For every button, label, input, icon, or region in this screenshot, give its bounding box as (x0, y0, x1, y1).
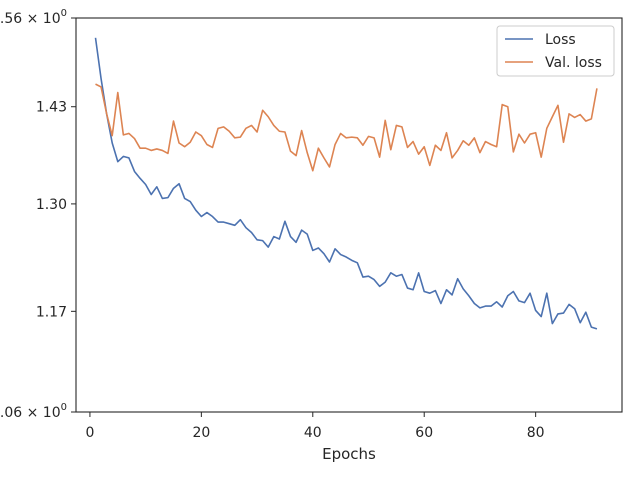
y-edge-label-top: 1.56 × 100 (0, 8, 67, 27)
y-tick-label: 1.17 (36, 304, 67, 320)
series-line-val-loss (95, 83, 598, 172)
series-layer (94, 37, 598, 330)
axes-layer: 0 20 40 60 80 1.17 1.30 1.43 1.56 × 100 1.06 × 10… (0, 8, 623, 463)
x-tick-label: 0 (85, 425, 94, 441)
legend-label: Val. loss (545, 55, 602, 71)
x-tick-label: 60 (415, 425, 433, 441)
legend: Loss Val. loss (496, 25, 615, 77)
legend-label: Loss (545, 32, 576, 48)
y-tick-label: 1.30 (36, 197, 67, 213)
y-edge-label-bottom: 1.06 × 100 (0, 402, 67, 421)
x-tick-label: 20 (192, 425, 210, 441)
x-axis-label: Epochs (322, 445, 376, 463)
y-tick-label: 1.43 (36, 100, 67, 116)
series-line-loss (94, 37, 598, 330)
x-tick-label: 80 (527, 425, 545, 441)
axes-frame (75, 17, 623, 413)
x-tick-label: 40 (304, 425, 322, 441)
